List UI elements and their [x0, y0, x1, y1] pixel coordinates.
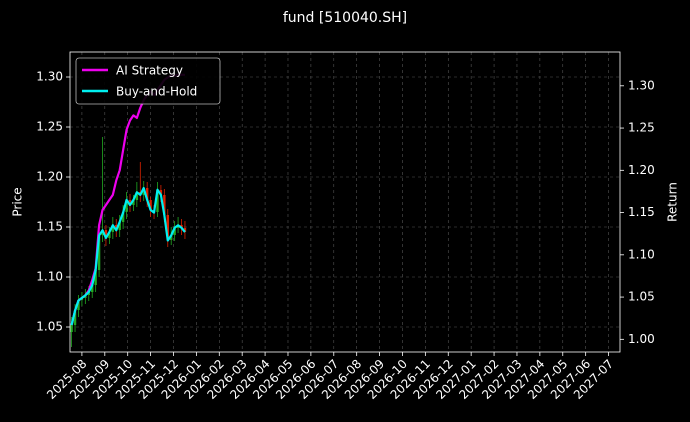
- series-line: [70, 73, 185, 326]
- candle-body: [77, 300, 80, 310]
- candle-body: [170, 235, 173, 240]
- y2-tick-label: 1.00: [628, 332, 655, 346]
- candle-body: [159, 190, 163, 195]
- y-tick-label: 1.05: [36, 320, 63, 334]
- legend-label: Buy-and-Hold: [116, 85, 197, 99]
- y-tick-label: 1.10: [36, 270, 63, 284]
- candle-body: [183, 228, 187, 232]
- y2-tick-label: 1.20: [628, 163, 655, 177]
- y2-axis-label: Return: [666, 182, 680, 222]
- y-tick-label: 1.15: [36, 220, 63, 234]
- chart-title: fund [510040.SH]: [283, 10, 407, 26]
- y-tick-label: 1.25: [36, 120, 63, 134]
- candle-body: [73, 310, 77, 325]
- y-axis-label: Price: [11, 187, 25, 216]
- candle-body: [149, 200, 152, 210]
- candle-body: [104, 230, 108, 238]
- y2-tick-label: 1.30: [628, 78, 655, 92]
- legend-label: AI Strategy: [116, 64, 183, 78]
- candle-body: [70, 325, 73, 332]
- legend-box: [75, 57, 221, 105]
- candle-body: [108, 232, 111, 238]
- candle-body: [132, 200, 135, 205]
- candle-body: [135, 192, 139, 200]
- legend: AI Strategy Buy-and-Hold: [75, 57, 221, 105]
- candle-body: [128, 200, 132, 205]
- candle-body: [118, 222, 121, 230]
- candle-body: [125, 200, 128, 212]
- candle-body: [166, 215, 169, 240]
- candle-body: [156, 190, 159, 212]
- y-tick-label: 1.20: [36, 170, 63, 184]
- candle-body: [121, 212, 125, 222]
- y2-tick-label: 1.25: [628, 121, 655, 135]
- series-line: [70, 186, 186, 326]
- candle-body: [91, 285, 94, 292]
- plot-frame: [69, 51, 621, 353]
- y2-tick-label: 1.05: [628, 290, 655, 304]
- candle-body: [111, 225, 115, 232]
- candle-body: [163, 195, 166, 215]
- candle-body: [97, 235, 101, 270]
- y-tick-label: 1.30: [36, 70, 63, 84]
- candle-body: [145, 188, 149, 200]
- y2-tick-label: 1.15: [628, 205, 655, 219]
- candle-body: [173, 228, 176, 235]
- y2-tick-label: 1.10: [628, 247, 655, 261]
- candle-body: [94, 270, 97, 285]
